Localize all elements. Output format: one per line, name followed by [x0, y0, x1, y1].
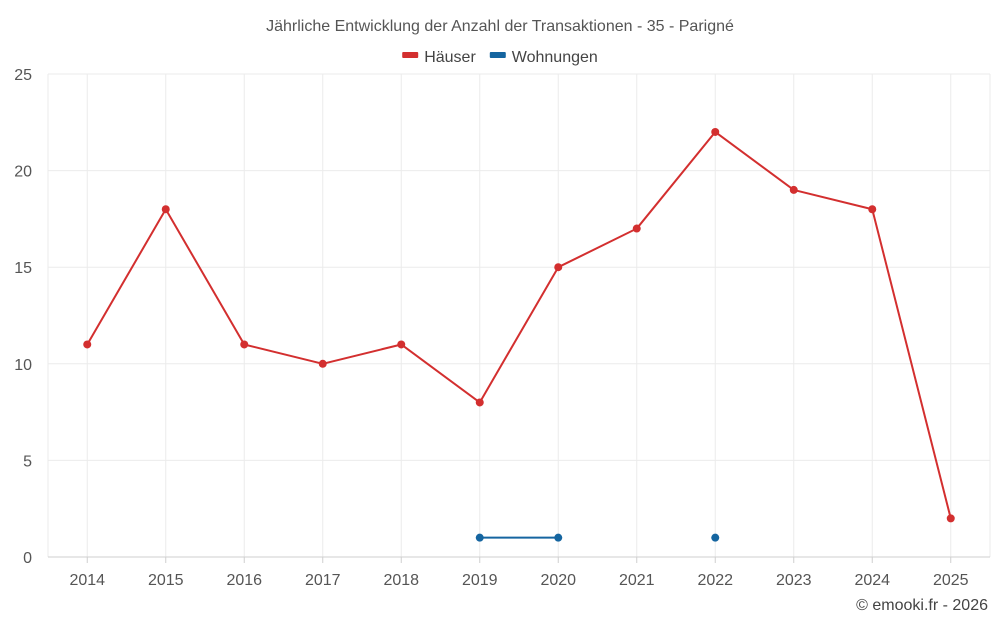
data-point	[711, 533, 720, 542]
data-point	[789, 185, 798, 194]
data-point	[554, 533, 563, 542]
legend-swatch	[402, 52, 419, 58]
legend-swatch	[489, 52, 506, 58]
data-point	[397, 340, 406, 349]
data-point	[475, 533, 484, 542]
data-point	[946, 514, 955, 523]
data-point	[554, 263, 563, 272]
legend: Häuser Wohnungen	[402, 49, 598, 66]
y-tick-label: 25	[14, 67, 32, 84]
x-tick-label: 2019	[462, 572, 498, 589]
data-point	[240, 340, 249, 349]
x-tick-label: 2021	[619, 572, 655, 589]
chart-title: Jährliche Entwicklung der Anzahl der Tra…	[266, 18, 734, 35]
y-tick-label: 20	[14, 164, 32, 181]
series-0	[83, 127, 955, 523]
data-point	[868, 205, 877, 214]
y-tick-label: 5	[23, 453, 32, 470]
credit-text: © emooki.fr - 2026	[856, 597, 988, 614]
data-point	[475, 398, 484, 407]
x-tick-label: 2025	[933, 572, 969, 589]
data-point	[161, 205, 170, 214]
x-tick-label: 2014	[69, 572, 105, 589]
x-axis: 2014 2015 2016 2017 2018 2019 2020 2021 2022 2023…	[69, 557, 969, 589]
series-line	[86, 130, 952, 519]
x-tick-label: 2024	[854, 572, 890, 589]
y-axis: 0 5 10 15 20 25	[14, 67, 32, 567]
data-point	[83, 340, 92, 349]
data-point	[711, 127, 720, 136]
grid	[47, 73, 991, 558]
legend-label: Häuser	[424, 49, 476, 66]
legend-label: Wohnungen	[512, 49, 598, 66]
x-tick-label: 2016	[226, 572, 262, 589]
series-1	[475, 533, 720, 542]
x-tick-label: 2020	[540, 572, 576, 589]
y-tick-label: 0	[23, 550, 32, 567]
data-point	[632, 224, 641, 233]
x-tick-label: 2022	[697, 572, 733, 589]
y-tick-label: 15	[14, 260, 32, 277]
plot-series	[83, 127, 955, 542]
x-tick-label: 2015	[148, 572, 184, 589]
data-point	[318, 359, 327, 368]
y-tick-label: 10	[14, 357, 32, 374]
x-tick-label: 2023	[776, 572, 812, 589]
x-tick-label: 2017	[305, 572, 341, 589]
x-tick-label: 2018	[383, 572, 419, 589]
